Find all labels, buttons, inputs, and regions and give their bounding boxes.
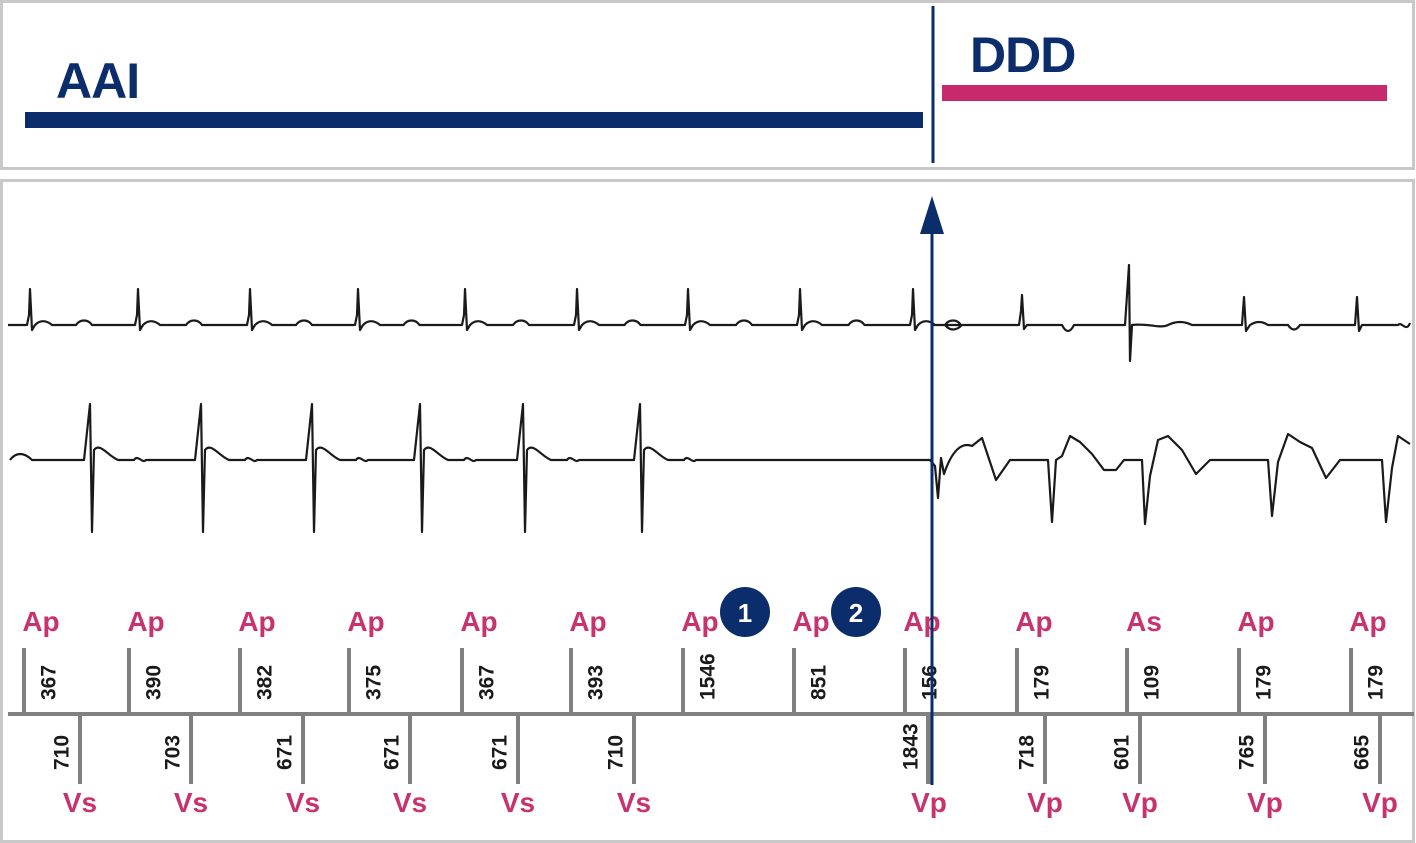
ventricular-interval-value: 601	[1111, 735, 1134, 770]
atrial-interval-value: 367	[38, 665, 61, 700]
atrial-event-label: Ap	[1237, 606, 1274, 637]
ventricular-interval-value: 710	[51, 735, 74, 770]
ventricular-event-label: Vp	[1122, 787, 1158, 818]
atrial-interval-value: 390	[143, 665, 166, 700]
atrial-event-label: Ap	[792, 606, 829, 637]
atrial-event-label: As	[1126, 606, 1162, 637]
ventricular-event-label: Vs	[286, 787, 320, 818]
ventricular-interval-value: 710	[605, 735, 628, 770]
atrial-interval-value: 1546	[697, 653, 720, 700]
atrial-interval-value: 375	[363, 665, 386, 700]
ventricular-event-label: Vs	[501, 787, 535, 818]
atrial-interval-value: 393	[585, 665, 608, 700]
ventricular-event-label: Vs	[63, 787, 97, 818]
ventricular-ecg-trace	[9, 402, 1411, 534]
atrial-interval-value: 179	[1253, 665, 1276, 700]
mode-label-aai: AAI	[56, 53, 139, 109]
ventricular-event-label: Vp	[1362, 787, 1398, 818]
atrial-event-label: Ap	[1015, 606, 1052, 637]
ventricular-interval-value: 703	[162, 735, 185, 770]
mode-switch-arrowhead	[920, 196, 944, 234]
mode-label-ddd: DDD	[970, 27, 1075, 83]
ventricular-event-label: Vp	[1027, 787, 1063, 818]
ventricular-event-label: Vs	[393, 787, 427, 818]
ddd-mode-bar	[942, 85, 1387, 101]
aai-mode-bar	[25, 112, 923, 128]
atrial-event-label: Ap	[22, 606, 59, 637]
ecg-panel	[0, 179, 1415, 843]
ventricular-event-label: Vs	[617, 787, 651, 818]
atrial-interval-value: 156	[919, 665, 942, 700]
ventricular-interval-value: 718	[1016, 735, 1039, 770]
marker-2-label: 2	[849, 598, 863, 628]
ventricular-interval-value: 765	[1236, 735, 1259, 770]
atrial-event-label: Ap	[903, 606, 940, 637]
ventricular-interval-value: 671	[274, 735, 297, 770]
atrial-event-label: Ap	[238, 606, 275, 637]
atrial-interval-value: 179	[1031, 665, 1054, 700]
ventricular-event-label: Vp	[911, 787, 947, 818]
atrial-interval-value: 109	[1141, 665, 1164, 700]
atrial-interval-value: 179	[1365, 665, 1388, 700]
atrial-event-label: Ap	[569, 606, 606, 637]
ventricular-interval-value: 671	[381, 735, 404, 770]
marker-1: 1	[720, 587, 770, 637]
marker-1-label: 1	[738, 598, 752, 628]
marker-2: 2	[831, 587, 881, 637]
ventricular-interval-value: 665	[1351, 735, 1374, 770]
atrial-event-label: Ap	[681, 606, 718, 637]
atrial-event-label: Ap	[347, 606, 384, 637]
atrial-interval-value: 851	[808, 665, 831, 700]
atrial-ecg-trace	[8, 263, 1412, 363]
ventricular-interval-value: 1843	[900, 723, 923, 770]
ventricular-interval-value: 671	[489, 735, 512, 770]
atrial-interval-value: 367	[476, 665, 499, 700]
ventricular-event-label: Vp	[1247, 787, 1283, 818]
ventricular-event-label: Vs	[174, 787, 208, 818]
atrial-interval-value: 382	[254, 665, 277, 700]
atrial-event-label: Ap	[1349, 606, 1386, 637]
atrial-event-label: Ap	[460, 606, 497, 637]
atrial-event-label: Ap	[127, 606, 164, 637]
